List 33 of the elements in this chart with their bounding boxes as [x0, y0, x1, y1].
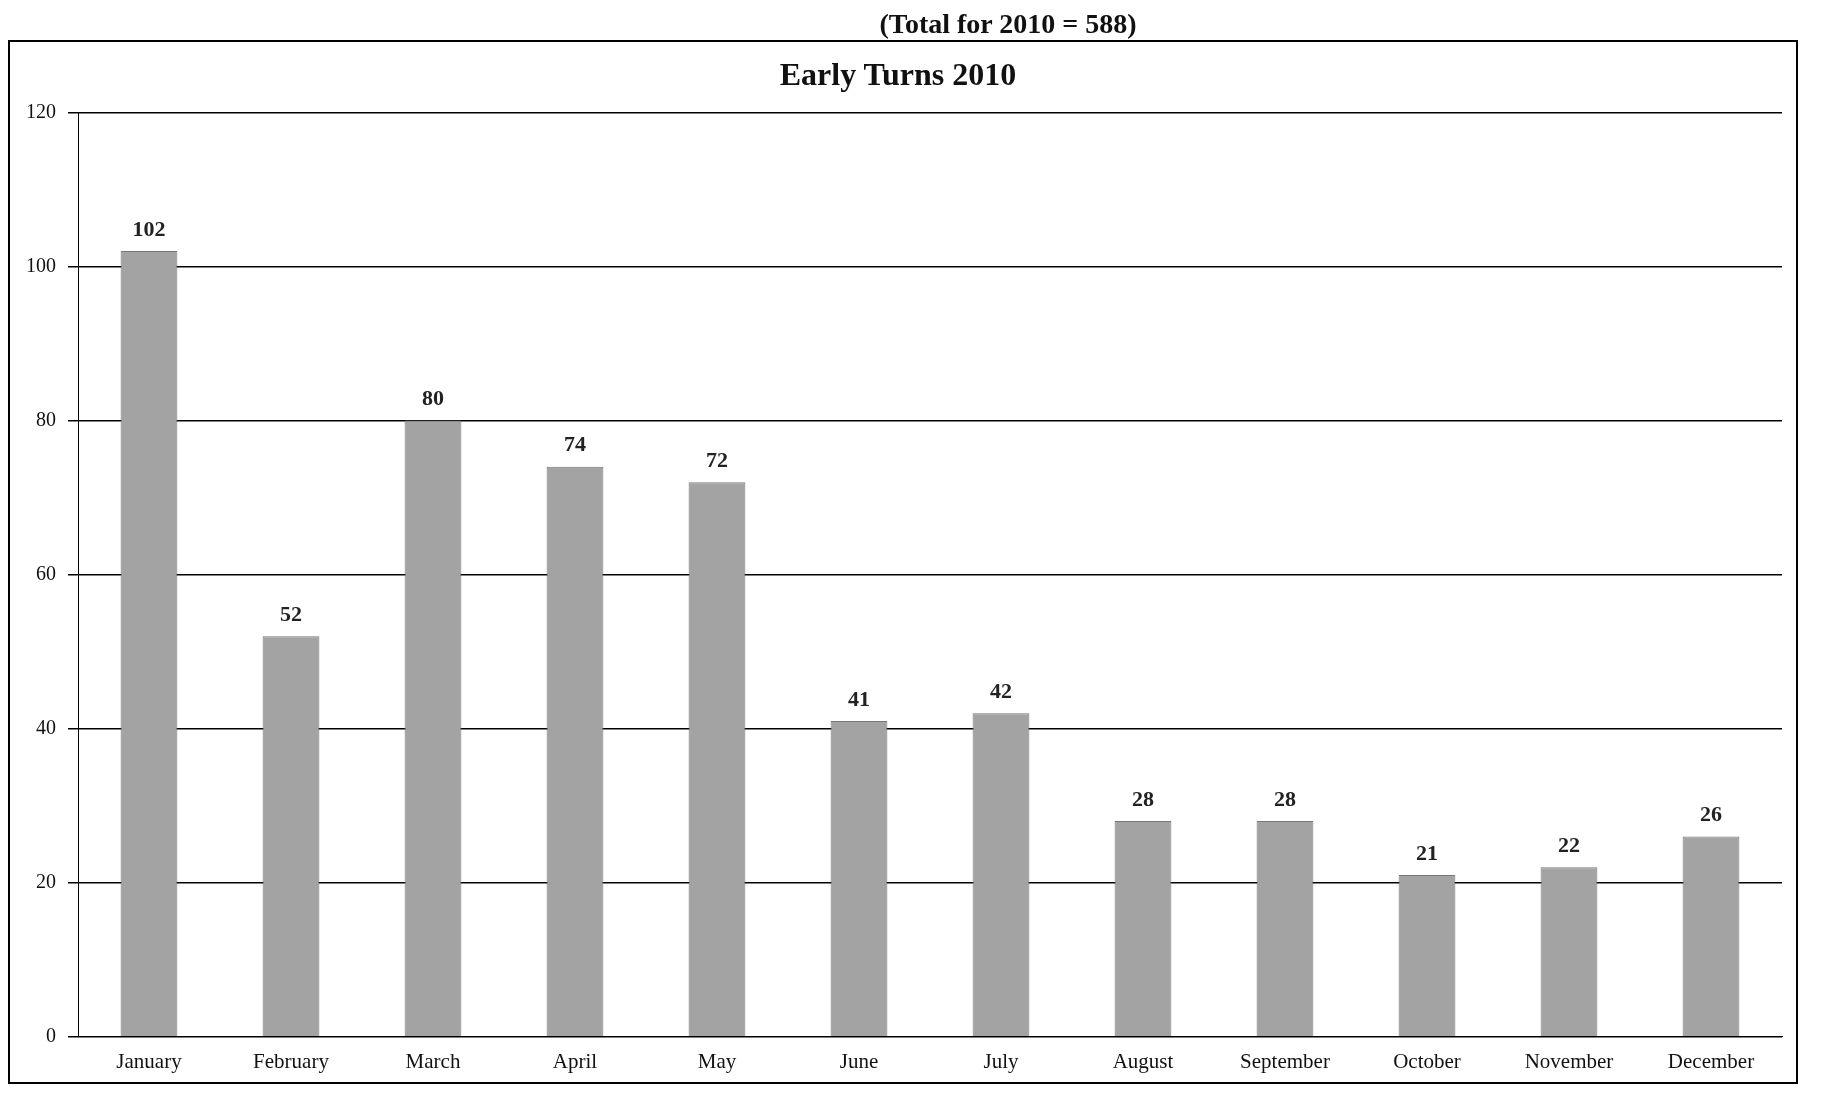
x-tick-label: April — [552, 1048, 598, 1073]
data-label: 80 — [422, 385, 444, 411]
x-tick-label: October — [1393, 1048, 1461, 1073]
data-label: 22 — [1558, 832, 1580, 858]
x-tick-label: June — [839, 1048, 879, 1073]
data-label: 28 — [1274, 785, 1296, 811]
data-label: 21 — [1416, 839, 1438, 865]
x-tick-label: March — [405, 1048, 461, 1073]
text: (Total for 2010 = 588) — [878, 8, 1138, 40]
x-tick-label: November — [1524, 1048, 1614, 1073]
x-tick-label: January — [116, 1048, 183, 1073]
x-tick-label: May — [697, 1048, 737, 1073]
y-tick-label: 40 — [36, 715, 56, 738]
data-label: 102 — [132, 215, 166, 241]
data-label: 72 — [706, 446, 728, 472]
data-label: 28 — [1132, 785, 1154, 811]
y-tick-label: 80 — [36, 407, 56, 430]
y-tick-label: 20 — [36, 869, 56, 892]
y-tick-label: 0 — [46, 1024, 56, 1047]
chart-title: Early Turns 2010 — [779, 56, 1017, 93]
data-label: 26 — [1700, 801, 1722, 827]
x-tick-label: December — [1667, 1048, 1755, 1073]
x-tick-label: February — [253, 1048, 330, 1073]
data-label: 41 — [848, 685, 870, 711]
data-label: 74 — [564, 431, 586, 457]
y-tick-label: 60 — [36, 561, 56, 584]
data-label: 52 — [280, 600, 302, 626]
y-tick-label: 100 — [26, 253, 56, 276]
data-label: 42 — [990, 677, 1012, 703]
y-tick-label: 120 — [26, 99, 56, 122]
x-tick-label: July — [983, 1048, 1019, 1073]
x-tick-label: September — [1240, 1048, 1330, 1073]
x-tick-label: August — [1112, 1048, 1174, 1073]
